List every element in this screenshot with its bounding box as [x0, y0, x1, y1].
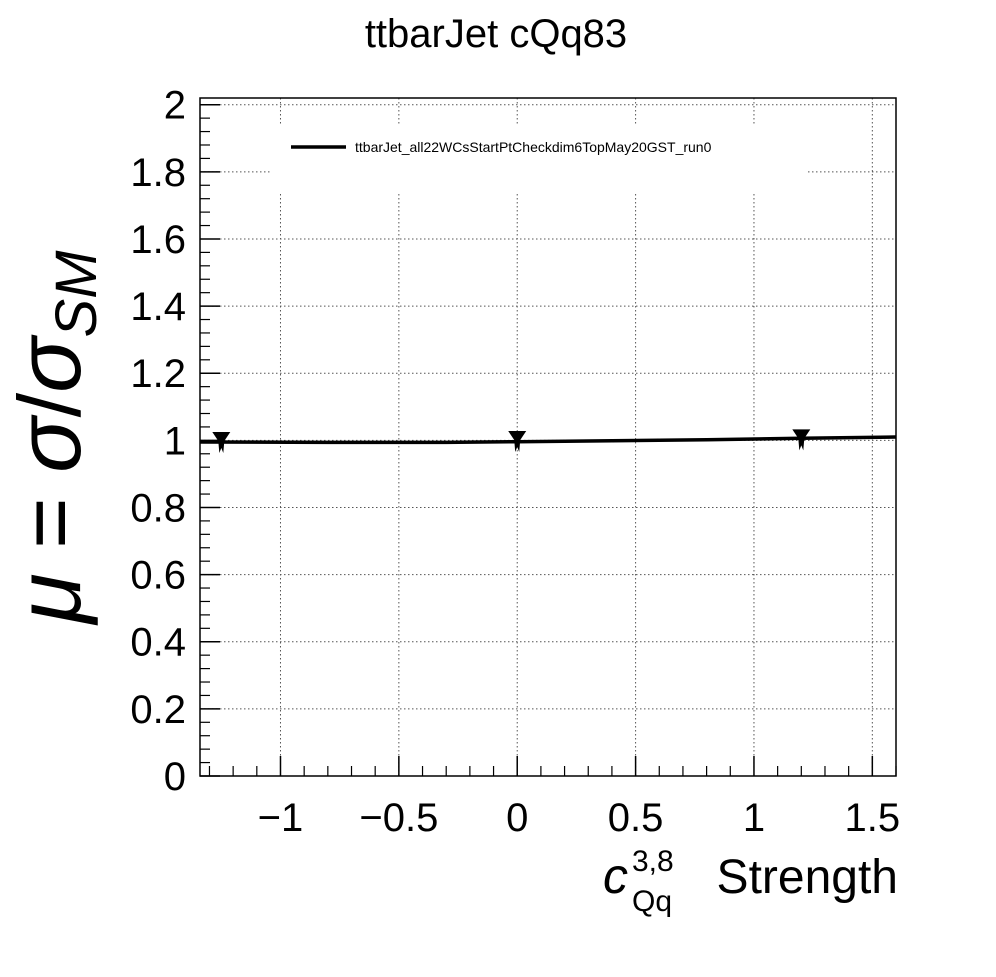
x-tick-label: −1	[258, 796, 304, 840]
series-line-0	[199, 435, 897, 445]
x-tick-label: 1	[743, 796, 765, 840]
plot-frame	[199, 97, 897, 777]
svg-text:μ = σ/σSM: μ = σ/σSM	[0, 250, 109, 626]
y-tick-label: 0.4	[130, 621, 186, 665]
x-tick-label: 0.5	[608, 796, 664, 840]
y-tick-label: 1.8	[130, 151, 186, 195]
axis-layer: −1 −0.5 0 0.5 1 1.5 0 0.2 0.4 0.6 0.8 1 1.2 1.4 1.6 1.8…	[130, 84, 900, 840]
y-title-sigma: σ	[0, 414, 100, 473]
legend-series-label: ttbarJet_all22WCsStartPtCheckdim6TopMay2…	[355, 139, 712, 155]
y-tick-label: 1.6	[130, 218, 186, 262]
data-point-marker	[792, 429, 811, 451]
y-tick-label: 1.2	[130, 352, 186, 396]
y-tick-label: 0	[164, 755, 186, 799]
data-point-marker	[212, 432, 231, 454]
y-tick-label: 1	[164, 419, 186, 463]
legend-box	[272, 124, 808, 194]
y-title-mu: μ	[0, 573, 100, 625]
chart-title: ttbarJet cQq83	[365, 12, 627, 56]
x-axis-title: c 3,8 Qq Strength	[603, 845, 898, 918]
y-title-equals: =	[0, 473, 99, 573]
x-title-subscript: Qq	[632, 885, 672, 918]
y-axis-title: μ = σ/σSM	[0, 250, 109, 626]
data-point-marker	[508, 431, 527, 453]
x-title-text: Strength	[717, 851, 898, 904]
x-title-superscript: 3,8	[632, 845, 674, 878]
x-tick-label: −0.5	[359, 796, 438, 840]
y-tick-label: 1.4	[130, 285, 186, 329]
x-tick-label: 0	[506, 796, 528, 840]
y-title-subscript: SM	[44, 250, 109, 338]
y-title-sigma-sm: σ	[0, 334, 100, 393]
y-title-slash: /	[0, 392, 99, 417]
y-tick-label: 2	[164, 84, 186, 128]
y-tick-label: 0.6	[130, 554, 186, 598]
x-title-c: c	[603, 848, 628, 904]
y-tick-label: 0.2	[130, 688, 186, 732]
y-tick-label: 0.8	[130, 486, 186, 530]
x-tick-label: 1.5	[845, 796, 901, 840]
series-layer	[199, 429, 897, 454]
